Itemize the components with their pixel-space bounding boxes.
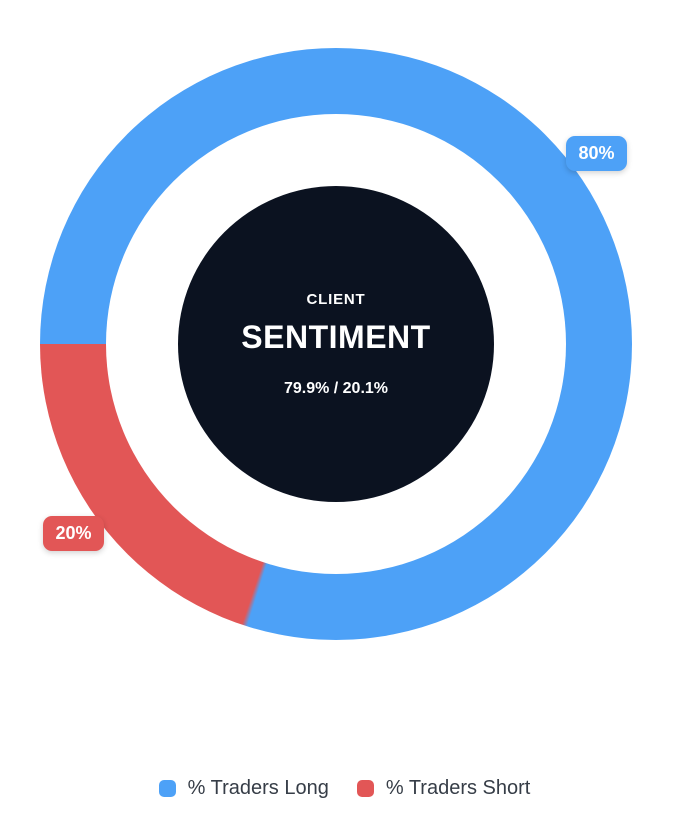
long-percentage-badge: 80%	[566, 136, 627, 171]
center-circle: CLIENT SENTIMENT 79.9% / 20.1%	[178, 186, 494, 502]
legend-item-traders-short[interactable]: % Traders Short	[356, 776, 531, 800]
center-label-client: CLIENT	[306, 290, 366, 308]
legend-label-traders-long: % Traders Long	[187, 777, 329, 799]
short-color-swatch-icon	[356, 779, 374, 797]
chart-legend: % Traders Long % Traders Short	[0, 776, 689, 800]
legend-item-traders-long[interactable]: % Traders Long	[158, 776, 329, 800]
doughnut-chart: CLIENT SENTIMENT 79.9% / 20.1%	[40, 48, 632, 640]
short-percentage-label: 20%	[55, 523, 92, 543]
legend-label-traders-short: % Traders Short	[385, 777, 531, 799]
long-color-swatch-icon	[158, 779, 176, 797]
center-label-sentiment: SENTIMENT	[241, 318, 431, 355]
short-percentage-badge: 20%	[43, 516, 104, 551]
long-percentage-label: 80%	[578, 143, 615, 163]
center-ratio-value: 79.9% / 20.1%	[283, 379, 389, 397]
